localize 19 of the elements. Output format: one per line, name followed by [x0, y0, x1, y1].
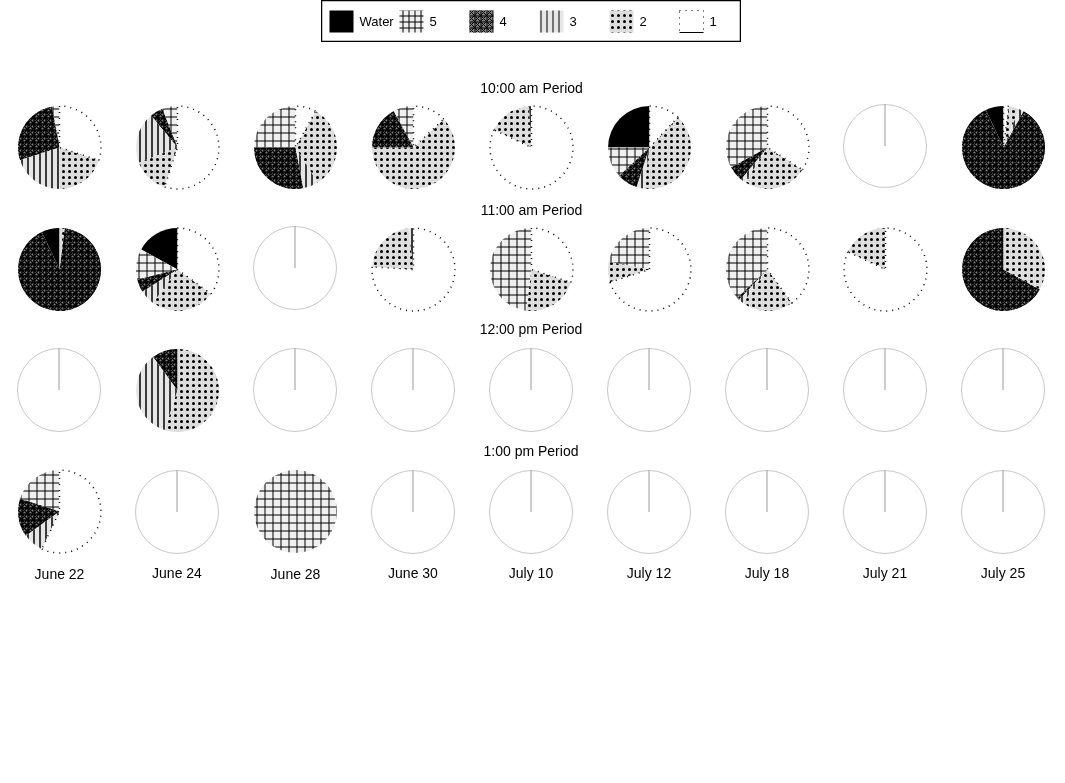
legend-label: 3 — [569, 14, 577, 29]
text: July 21 — [861, 564, 909, 583]
chart-title: 11:00 am Period — [480, 201, 583, 218]
text: June 30 — [387, 564, 439, 583]
legend-label: 5 — [429, 14, 437, 29]
text: July 12 — [625, 564, 673, 583]
legend-label: 4 — [499, 14, 507, 29]
chart-title: 10:00 am Period — [480, 79, 583, 96]
text: July 18 — [743, 564, 791, 583]
legend-label: 2 — [639, 14, 647, 29]
legend-label: Water — [359, 14, 395, 29]
legend-label: 1 — [709, 14, 717, 29]
text: 12:00 pm Period — [478, 320, 584, 339]
text: July 10 — [507, 564, 555, 583]
text: June 24 — [151, 564, 203, 583]
text: July 25 — [979, 564, 1027, 583]
text: June 22 — [34, 565, 85, 582]
text: June 28 — [270, 565, 321, 582]
text: 1:00 pm Period — [482, 442, 580, 461]
